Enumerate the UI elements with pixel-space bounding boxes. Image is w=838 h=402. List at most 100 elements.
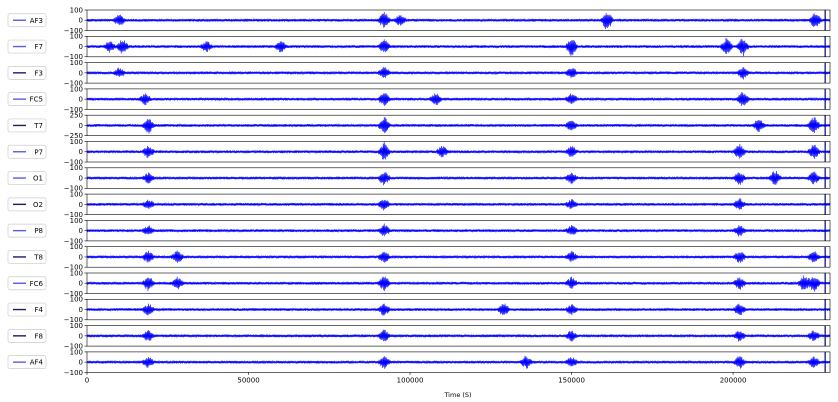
y-tick-label: 100 [70, 191, 83, 199]
legend-box [7, 197, 47, 212]
y-tick-label: 0 [79, 96, 83, 104]
subplot-frame [86, 141, 831, 163]
signal-trace-fc6 [86, 275, 831, 292]
signal-trace-f7 [86, 37, 831, 57]
x-tick-label: 100000 [397, 376, 424, 384]
y-tick-label: 100 [70, 59, 83, 67]
legend-label: O1 [33, 175, 43, 183]
legend-box [7, 276, 47, 291]
subplot-p8: P8 100 0 −100 [7, 217, 831, 245]
subplot-panels: AF3 100 0 −100 F7 100 0 −100 F3 100 0 −100 FC5 100 0 −1… [7, 6, 831, 377]
subplot-frame [86, 220, 831, 242]
y-tick-label: −100 [64, 80, 83, 88]
subplot-frame [86, 9, 831, 31]
legend-label: O2 [33, 201, 43, 209]
legend-o1: O1 [7, 171, 47, 185]
subplot-f7: F7 100 0 −100 [7, 33, 831, 61]
legend-label: F4 [35, 306, 44, 314]
legend-f3: F3 [7, 65, 47, 80]
signal-trace-fc5 [86, 91, 831, 107]
y-tick-label: −100 [64, 158, 83, 166]
subplot-fc6: FC6 100 0 −100 [7, 269, 831, 298]
y-tick-label: −100 [64, 237, 83, 245]
legend-p8: P8 [7, 223, 47, 238]
signal-trace-f8 [86, 329, 831, 342]
y-tick-label: 0 [79, 201, 83, 209]
y-tick-label: 100 [70, 217, 83, 225]
x-axis-label: Time (S) [443, 391, 471, 399]
legend-af4: AF4 [7, 355, 47, 369]
legend-t8: T8 [7, 250, 47, 264]
y-tick-label: 100 [70, 138, 83, 146]
legend-label: F8 [35, 332, 43, 340]
signal-trace-o1 [86, 170, 831, 186]
legend-label: P8 [34, 227, 43, 235]
signal-trace-t8 [86, 250, 831, 263]
subplot-o1: O1 100 0 −100 [7, 164, 831, 193]
legend-label: P7 [34, 148, 43, 156]
signal-trace-t7 [86, 117, 831, 134]
x-axis: 0 50000 100000 150000 200000 [85, 372, 747, 384]
subplot-frame [86, 35, 831, 58]
signal-trace-p7 [86, 141, 831, 160]
subplot-t7: T7 250 0 −250 [7, 112, 831, 140]
x-tick-label: 0 [85, 376, 89, 384]
legend-box [7, 39, 47, 54]
subplot-frame [86, 351, 831, 373]
subplot-frame [86, 88, 831, 110]
legend-box [7, 329, 47, 343]
y-tick-label: −100 [64, 369, 83, 377]
subplot-f4: F4 100 0 −100 [7, 296, 831, 324]
y-tick-label: 100 [70, 348, 83, 356]
subplot-frame [86, 62, 831, 84]
subplot-p7: P7 100 0 −100 [7, 138, 831, 166]
subplot-frame [86, 193, 831, 215]
legend-t7: T7 [7, 118, 47, 133]
legend-box [7, 223, 47, 238]
legend-box [7, 355, 47, 369]
signal-trace-af4 [86, 356, 831, 369]
y-tick-label: 0 [79, 122, 83, 130]
legend-f8: F8 [7, 329, 47, 343]
legend-p7: P7 [7, 144, 47, 159]
legend-f4: F4 [7, 302, 47, 317]
x-tick-label: 200000 [720, 376, 747, 384]
legend-box [7, 65, 47, 80]
legend-label: T7 [33, 122, 43, 130]
signal-trace-p8 [86, 223, 831, 237]
x-tick-label: 50000 [237, 376, 259, 384]
y-tick-label: 0 [79, 359, 83, 367]
legend-box [7, 250, 47, 264]
y-tick-label: 100 [70, 6, 83, 14]
y-tick-label: 100 [70, 164, 83, 172]
subplot-frame [86, 246, 831, 268]
legend-af3: AF3 [7, 13, 47, 28]
subplot-frame [86, 325, 831, 347]
y-tick-label: −100 [64, 343, 83, 351]
subplot-frame [86, 114, 831, 136]
y-tick-label: 0 [79, 306, 83, 314]
y-tick-label: 0 [79, 43, 83, 51]
subplot-f8: F8 100 0 −100 [7, 322, 831, 351]
legend-label: FC6 [30, 280, 44, 288]
y-tick-label: 0 [79, 253, 83, 261]
legend-label: AF3 [30, 17, 43, 25]
y-tick-label: −100 [64, 106, 83, 114]
y-tick-label: 0 [79, 227, 83, 235]
y-tick-label: 100 [70, 269, 83, 277]
y-tick-label: 100 [70, 85, 83, 93]
legend-box [7, 13, 47, 28]
y-tick-label: −100 [64, 316, 83, 324]
y-tick-label: 0 [79, 332, 83, 340]
legend-box [7, 144, 47, 159]
legend-f7: F7 [7, 39, 47, 54]
y-tick-label: −100 [64, 53, 83, 61]
legend-label: FC5 [30, 96, 43, 104]
legend-label: AF4 [30, 359, 44, 367]
subplot-f3: F3 100 0 −100 [7, 59, 831, 88]
legend-fc6: FC6 [7, 276, 47, 291]
subplot-fc5: FC5 100 0 −100 [7, 85, 831, 114]
y-tick-label: 0 [79, 69, 83, 77]
subplot-frame [86, 167, 831, 189]
